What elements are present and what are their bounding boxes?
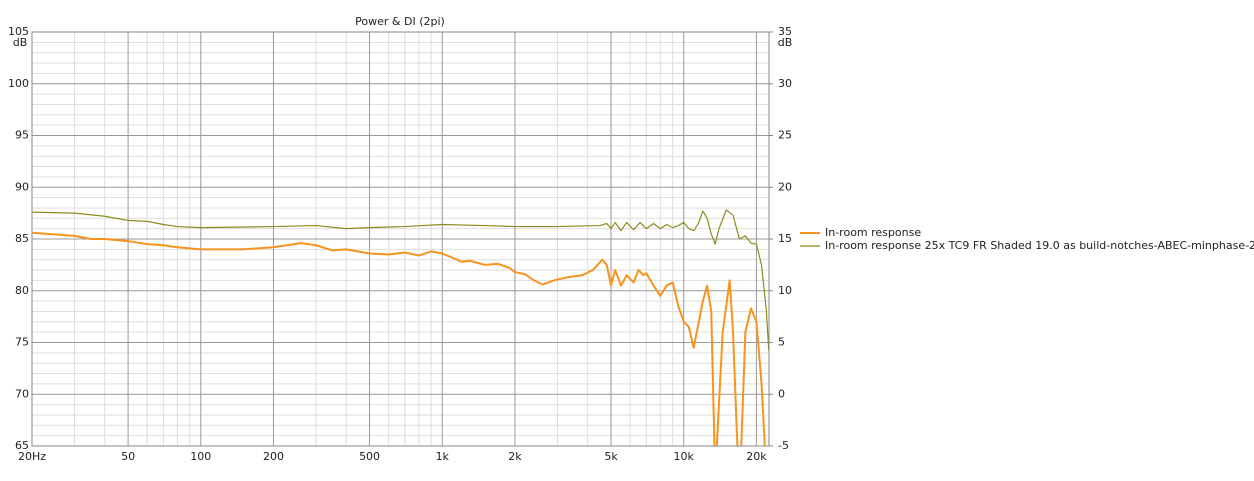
grid: [31, 31, 769, 447]
y-tick-label: 80: [15, 284, 29, 297]
legend-label: In-room response 25x TC9 FR Shaded 19.0 …: [825, 239, 1254, 252]
y-axis-label: dB: [13, 36, 28, 49]
y-tick-label: 85: [15, 232, 29, 245]
series-line: [32, 231, 766, 446]
x-tick-label: 20Hz: [18, 450, 46, 463]
y2-tick-label: 5: [778, 336, 785, 349]
x-tick-label: 10k: [674, 450, 695, 463]
y2-tick-label: 15: [778, 232, 792, 245]
x-tick-label: 100: [190, 450, 211, 463]
x-tick-label: 20k: [746, 450, 767, 463]
y-tick-label: 65: [15, 439, 29, 452]
y2-tick-label: 20: [778, 180, 792, 193]
y2-tick-label: -5: [778, 439, 789, 452]
y-tick-label: 95: [15, 129, 29, 142]
x-tick-label: 5k: [604, 450, 618, 463]
x-tick-label: 200: [263, 450, 284, 463]
y-tick-label: 90: [15, 180, 29, 193]
legend-label: In-room response: [825, 226, 921, 239]
y-tick-label: 75: [15, 336, 29, 349]
x-tick-label: 1k: [436, 450, 450, 463]
chart-title: Power & DI (2pi): [355, 15, 445, 28]
y2-tick-label: 0: [778, 387, 785, 400]
y2-tick-label: 35: [778, 25, 792, 38]
plot-lines: [32, 209, 769, 446]
series-line: [32, 209, 769, 351]
y2-tick-label: 10: [778, 284, 792, 297]
x-tick-label: 500: [359, 450, 380, 463]
y2-axis-label: dB: [778, 36, 793, 49]
y-tick-label: 105: [8, 25, 29, 38]
x-tick-label: 2k: [508, 450, 522, 463]
y2-tick-label: 25: [778, 129, 792, 142]
x-tick-label: 50: [121, 450, 135, 463]
y-tick-label: 70: [15, 387, 29, 400]
y-tick-label: 100: [8, 77, 29, 90]
y2-tick-label: 30: [778, 77, 792, 90]
